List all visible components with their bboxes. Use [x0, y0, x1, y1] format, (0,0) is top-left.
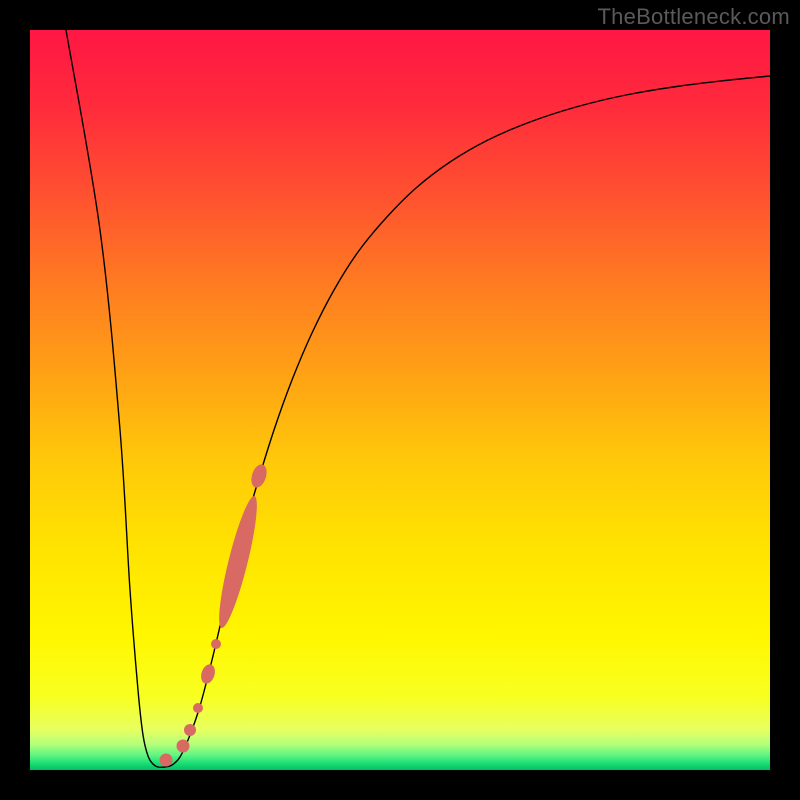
data-marker: [211, 639, 221, 649]
data-marker: [177, 740, 190, 753]
data-marker: [160, 754, 173, 767]
outer-frame: TheBottleneck.com: [0, 0, 800, 800]
chart-svg: [30, 30, 770, 770]
data-marker: [212, 494, 263, 631]
watermark-text: TheBottleneck.com: [597, 4, 790, 30]
data-marker: [199, 662, 218, 685]
data-marker: [249, 462, 270, 489]
plot-area: [30, 30, 770, 770]
data-marker: [184, 724, 196, 736]
data-marker: [193, 703, 203, 713]
marker-layer: [160, 462, 270, 766]
bottleneck-curve: [66, 30, 770, 767]
